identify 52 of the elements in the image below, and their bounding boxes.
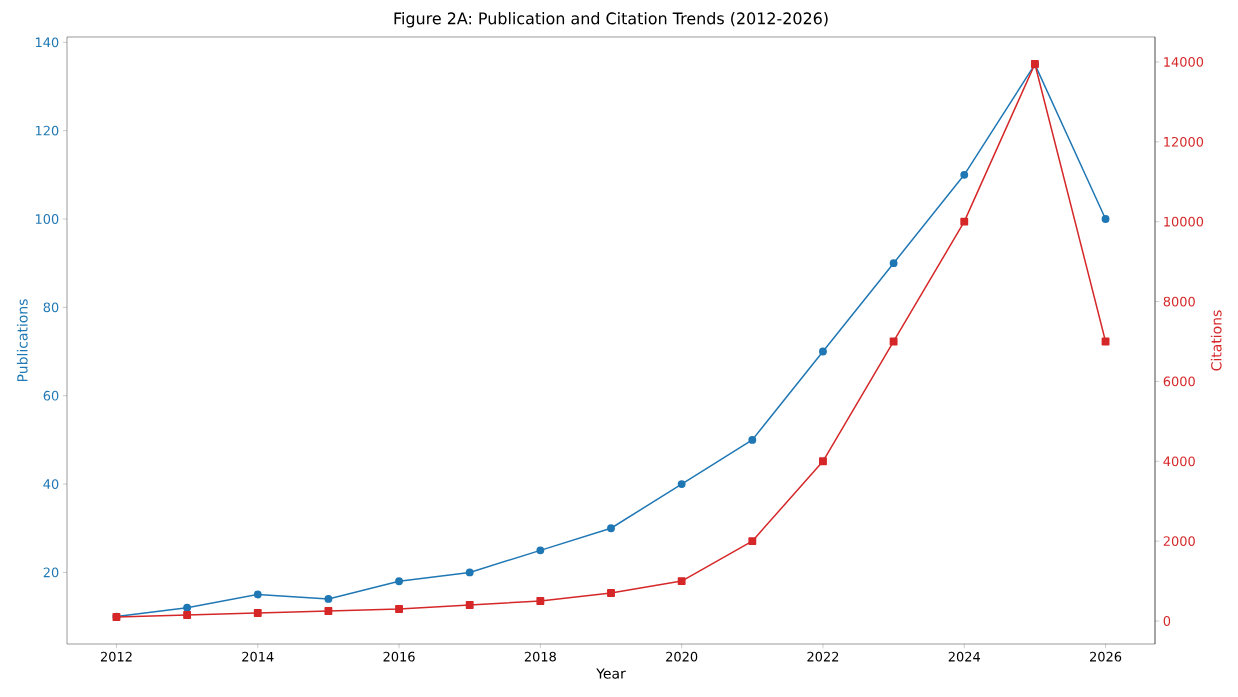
y2-tick-label: 12000 <box>1164 136 1204 147</box>
y-tick-label: 80 <box>43 302 59 313</box>
x-tick-label: 2020 <box>666 651 698 662</box>
point <box>889 259 898 268</box>
point <box>748 435 757 444</box>
point <box>607 524 615 533</box>
point <box>748 537 757 546</box>
point <box>819 347 827 356</box>
point <box>677 480 686 489</box>
y2-tick-label: 2000 <box>1163 536 1195 547</box>
point <box>395 605 403 613</box>
point <box>253 609 262 617</box>
y-tick-label: 120 <box>35 125 59 136</box>
x-tick-label: 2016 <box>383 651 415 662</box>
point <box>183 603 192 612</box>
point <box>960 217 969 226</box>
point <box>889 337 898 346</box>
point <box>819 457 827 466</box>
y-tick-label: 40 <box>43 479 59 489</box>
point <box>536 597 545 605</box>
x-tick-label: 2026 <box>1090 651 1122 662</box>
point <box>1101 215 1110 223</box>
y-tick-label: 100 <box>35 214 59 224</box>
point <box>324 607 333 615</box>
y2-axis-title: Citations <box>1210 310 1222 371</box>
y2-tick-label: 6000 <box>1163 376 1195 387</box>
x-tick-label: 2024 <box>948 651 980 662</box>
point <box>253 590 262 599</box>
y2-tick-label: 14000 <box>1164 57 1204 67</box>
point <box>183 611 192 619</box>
point <box>465 601 474 609</box>
point <box>465 568 474 577</box>
point <box>677 577 686 585</box>
point <box>607 589 615 597</box>
y2-tick-label: 4000 <box>1163 456 1195 467</box>
point <box>536 546 545 555</box>
y-tick-label: 140 <box>35 37 59 48</box>
y2-tick-label: 8000 <box>1163 296 1195 307</box>
y-tick-label: 60 <box>43 390 59 401</box>
x-tick-label: 2012 <box>100 651 132 662</box>
x-tick-label: 2022 <box>807 651 839 662</box>
point <box>395 577 403 586</box>
x-axis-title: Year <box>596 668 626 679</box>
chart-title: Figure 2A: Publication and Citation Trends (2012-2026) <box>394 12 828 28</box>
y2-tick-label: 0 <box>1163 616 1171 626</box>
y-tick-label: 20 <box>43 567 59 578</box>
y2-tick-label: 10000 <box>1164 216 1204 227</box>
x-tick-label: 2014 <box>242 651 274 662</box>
point <box>960 170 969 179</box>
point <box>324 595 333 603</box>
x-tick-label: 2018 <box>524 651 556 662</box>
y-axis-title: Publications <box>16 299 28 382</box>
